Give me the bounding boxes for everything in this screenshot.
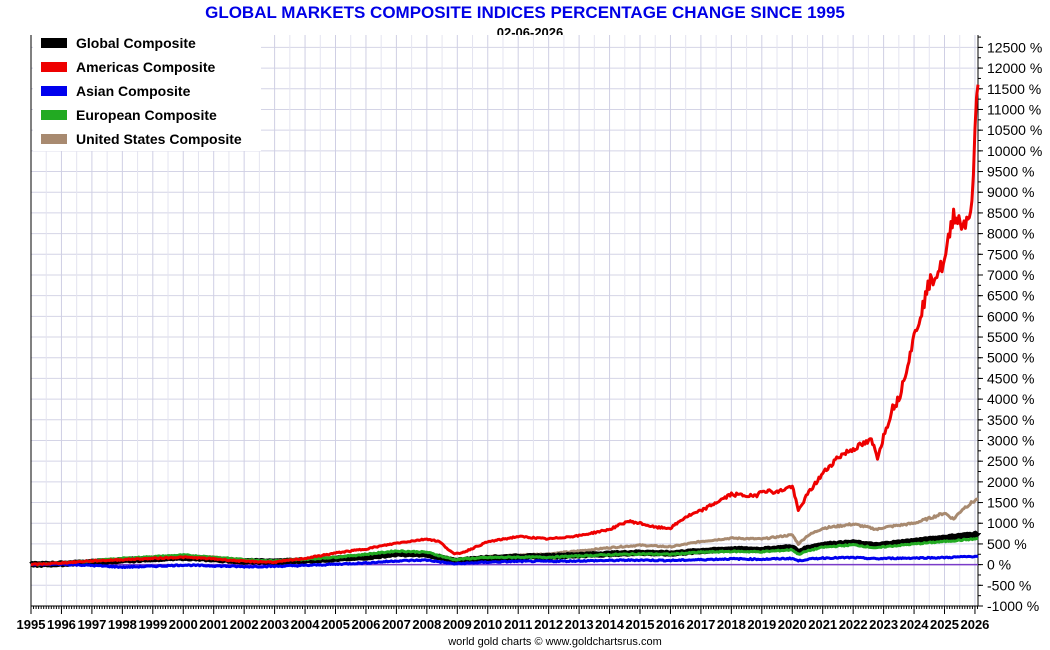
x-tick-label: 2010 xyxy=(473,617,502,632)
legend-swatch-european-composite xyxy=(41,110,67,120)
y-tick-label: 3000 % xyxy=(987,432,1034,448)
x-tick-label: 2002 xyxy=(230,617,259,632)
legend-label-global-composite: Global Composite xyxy=(76,35,196,51)
y-tick-label: 2500 % xyxy=(987,453,1034,469)
x-tick-label: 2014 xyxy=(595,617,625,632)
x-tick-label: 2000 xyxy=(169,617,198,632)
y-tick-label: 1500 % xyxy=(987,495,1034,511)
series-line-european-composite xyxy=(30,536,979,567)
y-tick-label: 12000 % xyxy=(987,60,1042,76)
y-tick-label: 8000 % xyxy=(987,226,1034,242)
y-tick-label: 6500 % xyxy=(987,288,1034,304)
y-tick-label: 11500 % xyxy=(987,81,1041,97)
legend-label-americas-composite: Americas Composite xyxy=(76,59,215,75)
legend: Global Composite Americas Composite Asian … xyxy=(33,33,261,151)
x-tick-label: 2007 xyxy=(382,617,411,632)
x-tick-label: 2016 xyxy=(656,617,685,632)
x-tick-label: 2023 xyxy=(869,617,898,632)
x-tick-label: 2019 xyxy=(747,617,776,632)
y-tick-label: 5500 % xyxy=(987,329,1034,345)
y-tick-label: -500 % xyxy=(987,577,1031,593)
series-line-asian-composite xyxy=(30,554,979,569)
x-tick-label: 2009 xyxy=(443,617,472,632)
y-tick-label: 11000 % xyxy=(987,101,1041,117)
y-axis-ticks: -1000 % -500 % 0 % 500 % 1000 % 1500 % 2000 % 2… xyxy=(978,36,1042,614)
series-lines xyxy=(29,84,981,569)
grid xyxy=(30,35,978,607)
y-tick-label: 10000 % xyxy=(987,143,1042,159)
legend-swatch-united-states-composite xyxy=(41,134,67,144)
legend-label-united-states-composite: United States Composite xyxy=(76,131,242,147)
chart-title: GLOBAL MARKETS COMPOSITE INDICES PERCENT… xyxy=(205,3,845,22)
legend-swatch-global-composite xyxy=(41,38,67,48)
x-tick-label: 1996 xyxy=(47,617,76,632)
legend-label-asian-composite: Asian Composite xyxy=(76,83,191,99)
legend-box xyxy=(33,33,261,151)
y-tick-label: 10500 % xyxy=(987,122,1042,138)
y-tick-label: 9500 % xyxy=(987,164,1034,180)
y-tick-label: 0 % xyxy=(987,557,1011,573)
x-tick-label: 1998 xyxy=(108,617,137,632)
legend-label-european-composite: European Composite xyxy=(76,107,217,123)
x-axis-ticks: 1995 1996 1997 1998 1999 2000 2001 2002 2003 2004… xyxy=(17,606,989,632)
y-tick-label: 12500 % xyxy=(987,39,1042,55)
legend-swatch-americas-composite xyxy=(41,62,67,72)
series-line-americas-composite xyxy=(30,84,980,567)
y-tick-label: -1000 % xyxy=(987,598,1039,614)
x-tick-label: 2003 xyxy=(260,617,289,632)
x-tick-label: 1999 xyxy=(138,617,167,632)
y-tick-label: 7500 % xyxy=(987,246,1034,262)
x-tick-label: 2021 xyxy=(808,617,837,632)
x-tick-label: 2006 xyxy=(351,617,380,632)
chart-footer: world gold charts © www.goldchartsrus.co… xyxy=(448,636,662,648)
y-tick-label: 1000 % xyxy=(987,515,1034,531)
legend-swatch-asian-composite xyxy=(41,86,67,96)
y-tick-label: 5000 % xyxy=(987,350,1034,366)
x-tick-label: 1995 xyxy=(17,617,46,632)
x-tick-label: 2017 xyxy=(686,617,715,632)
x-tick-label: 2026 xyxy=(960,617,989,632)
y-tick-label: 4000 % xyxy=(987,391,1034,407)
x-tick-label: 1997 xyxy=(77,617,106,632)
x-tick-label: 2024 xyxy=(900,617,930,632)
x-tick-label: 2022 xyxy=(839,617,868,632)
x-tick-label: 2020 xyxy=(778,617,807,632)
x-tick-label: 2018 xyxy=(717,617,746,632)
y-tick-label: 2000 % xyxy=(987,474,1034,490)
y-tick-label: 6000 % xyxy=(987,308,1034,324)
x-tick-label: 2013 xyxy=(565,617,594,632)
x-tick-label: 2008 xyxy=(412,617,441,632)
y-tick-label: 7000 % xyxy=(987,267,1034,283)
y-tick-label: 8500 % xyxy=(987,205,1034,221)
x-tick-label: 2012 xyxy=(534,617,563,632)
x-tick-label: 2011 xyxy=(504,617,532,632)
y-tick-label: 3500 % xyxy=(987,412,1034,428)
x-tick-label: 2025 xyxy=(930,617,959,632)
y-tick-label: 9000 % xyxy=(987,184,1034,200)
x-tick-label: 2005 xyxy=(321,617,350,632)
x-tick-label: 2004 xyxy=(291,617,321,632)
x-tick-label: 2015 xyxy=(626,617,655,632)
x-tick-label: 2001 xyxy=(199,617,228,632)
y-tick-label: 4500 % xyxy=(987,370,1034,386)
y-tick-label: 500 % xyxy=(987,536,1027,552)
